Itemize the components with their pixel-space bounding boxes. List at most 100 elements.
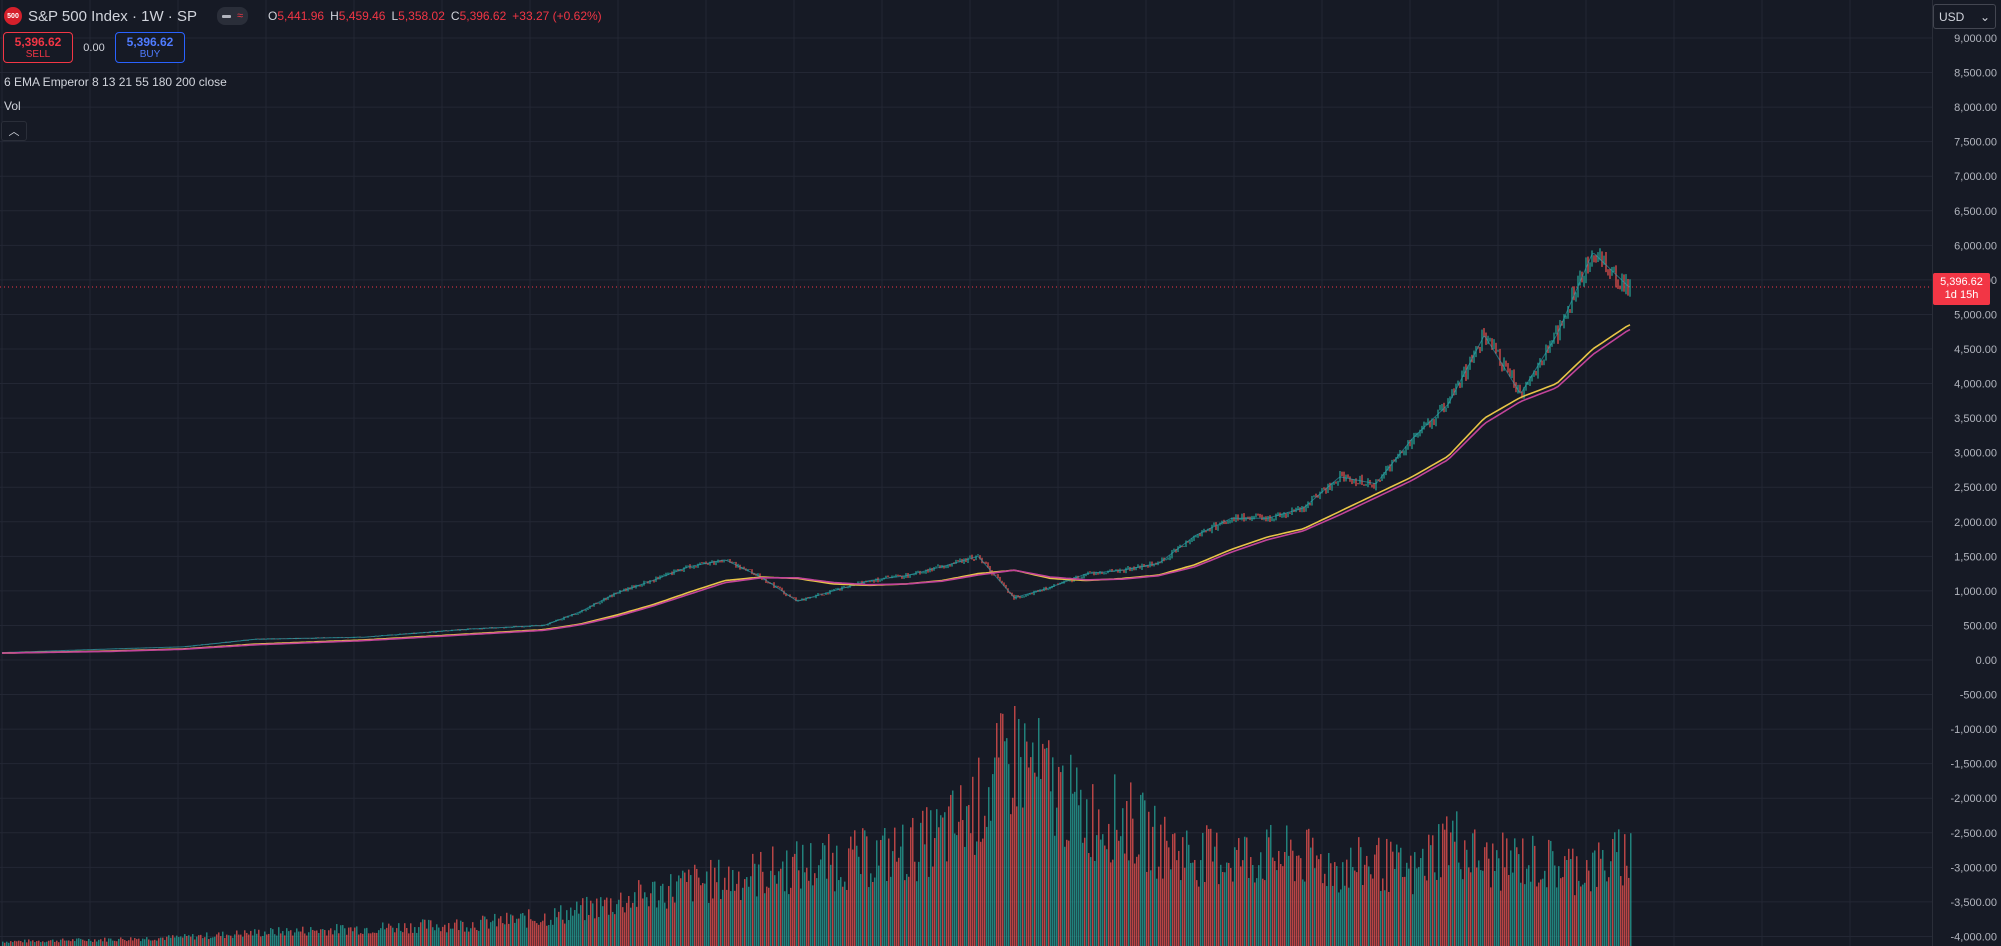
volume-bar	[14, 940, 16, 946]
volume-bar	[854, 830, 856, 946]
volume-bar	[1602, 850, 1604, 946]
volume-bar	[1174, 833, 1176, 946]
volume-bar	[1328, 853, 1330, 946]
volume-bar	[918, 861, 920, 946]
volume-bar	[238, 934, 240, 946]
sell-button[interactable]: 5,396.62 SELL	[3, 32, 73, 63]
volume-bar	[1250, 857, 1252, 946]
volume-bar	[26, 942, 28, 946]
volume-bar	[816, 878, 818, 946]
volume-bar	[1114, 774, 1116, 946]
price-scale-label: 8,000.00	[1954, 102, 1997, 114]
buy-button[interactable]: 5,396.62 BUY	[115, 32, 185, 63]
volume-bar	[1256, 878, 1258, 946]
volume-bar	[338, 933, 340, 946]
price-scale-label: 6,000.00	[1954, 240, 1997, 252]
volume-bar	[542, 920, 544, 946]
price-scale-label: 9,000.00	[1954, 33, 1997, 45]
volume-bar	[110, 938, 112, 946]
price-scale-label: 1,000.00	[1954, 586, 1997, 598]
volume-bar	[674, 902, 676, 946]
volume-bar	[48, 940, 50, 946]
volume-bar	[656, 907, 658, 946]
volume-bar	[98, 939, 100, 946]
volume-bar	[246, 932, 248, 946]
volume-bar	[504, 924, 506, 946]
volume-bar	[1576, 856, 1578, 946]
volume-bar	[830, 864, 832, 946]
volume-bar	[1560, 878, 1562, 946]
symbol-logo[interactable]: 500	[4, 7, 22, 25]
volume-bar	[100, 939, 102, 946]
volume-bar	[590, 900, 592, 946]
price-scale-label: -2,500.00	[1951, 828, 1997, 840]
volume-bar	[194, 939, 196, 946]
volume-bar	[1438, 824, 1440, 946]
volume-bar	[1148, 811, 1150, 946]
legend-toggles[interactable]: ≈	[216, 7, 249, 25]
volume-indicator-legend[interactable]: Vol	[4, 99, 21, 113]
volume-bar	[838, 880, 840, 946]
volume-bar	[1324, 873, 1326, 946]
volume-bar	[1460, 869, 1462, 946]
volume-bar	[564, 923, 566, 946]
volume-bar	[116, 941, 118, 946]
volume-bar	[1494, 870, 1496, 946]
price-scale-label: 6,500.00	[1954, 206, 1997, 218]
volume-bar	[38, 940, 40, 946]
ema-indicator-legend[interactable]: 6 EMA Emperor 8 13 21 55 180 200 close	[4, 75, 227, 89]
currency-select[interactable]: USD ⌄	[1933, 4, 1996, 29]
volume-bar	[884, 828, 886, 946]
volume-bar	[358, 934, 360, 946]
volume-bar	[200, 934, 202, 946]
volume-bar	[1194, 859, 1196, 946]
volume-bar	[1258, 865, 1260, 946]
volume-bar	[606, 897, 608, 946]
volume-bar	[1076, 767, 1078, 946]
volume-bar	[968, 804, 970, 946]
volume-bar	[1618, 829, 1620, 946]
volume-bar	[1542, 878, 1544, 946]
price-scale-label: 0.00	[1976, 655, 1997, 667]
volume-bar	[1326, 886, 1328, 946]
volume-bar	[1142, 792, 1144, 946]
trade-buttons: 5,396.62 SELL 0.00 5,396.62 BUY	[3, 32, 185, 63]
volume-bar	[1110, 862, 1112, 946]
symbol-title[interactable]: S&P 500 Index · 1W · SP	[28, 7, 197, 25]
volume-bar	[536, 923, 538, 946]
volume-bar	[1038, 718, 1040, 946]
volume-bar	[574, 910, 576, 946]
volume-bar	[888, 838, 890, 946]
price-scale-label: 5,000.00	[1954, 309, 1997, 321]
volume-bar	[90, 940, 92, 946]
volume-bar	[704, 883, 706, 946]
volume-bar	[662, 883, 664, 946]
volume-bar	[8, 942, 10, 946]
volume-bar	[1182, 837, 1184, 946]
volume-bar	[746, 877, 748, 946]
minus-icon[interactable]	[221, 14, 231, 18]
wave-icon[interactable]: ≈	[236, 10, 244, 22]
volume-bar	[1558, 866, 1560, 946]
volume-bar	[1382, 878, 1384, 946]
volume-bar	[824, 845, 826, 946]
volume-bar	[74, 941, 76, 946]
volume-bar	[456, 919, 458, 946]
volume-bar	[12, 942, 14, 946]
volume-bar	[948, 806, 950, 946]
volume-bar	[1276, 870, 1278, 946]
volume-bar	[552, 924, 554, 946]
volume-bar	[976, 841, 978, 946]
volume-bar	[628, 896, 630, 946]
volume-bar	[910, 827, 912, 946]
collapse-legend-button[interactable]: ︿	[1, 121, 27, 141]
volume-bar	[1246, 837, 1248, 946]
volume-bar	[392, 927, 394, 946]
bar-countdown: 1d 15h	[1944, 289, 1979, 302]
volume-bar	[142, 938, 144, 946]
volume-bar	[690, 875, 692, 946]
change-value: +33.27 (+0.62%)	[512, 9, 602, 23]
volume-bar	[1624, 834, 1626, 946]
price-scale-label: 3,000.00	[1954, 448, 1997, 460]
